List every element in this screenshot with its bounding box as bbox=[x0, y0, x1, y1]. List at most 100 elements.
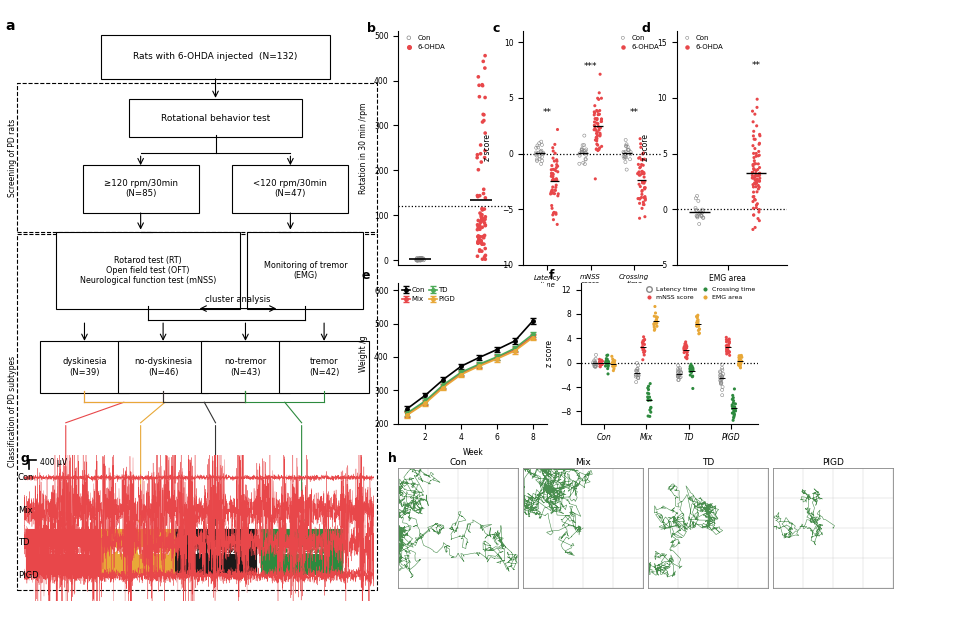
Point bbox=[474, 205, 490, 215]
Point bbox=[689, 312, 705, 321]
Point bbox=[600, 361, 615, 371]
Point bbox=[528, 148, 543, 158]
Point bbox=[590, 146, 606, 156]
Point bbox=[745, 168, 760, 178]
Point bbox=[726, 398, 741, 408]
Point bbox=[752, 169, 767, 179]
Point bbox=[677, 339, 692, 349]
Point bbox=[745, 106, 760, 116]
Point bbox=[589, 139, 605, 149]
Point bbox=[747, 109, 762, 119]
Point bbox=[546, 208, 562, 218]
Point bbox=[472, 245, 488, 255]
Point bbox=[598, 356, 613, 366]
Point bbox=[752, 176, 767, 186]
Point bbox=[632, 194, 647, 204]
Point bbox=[606, 366, 621, 376]
FancyBboxPatch shape bbox=[26, 529, 106, 574]
Point bbox=[470, 237, 486, 247]
Point bbox=[631, 194, 646, 204]
Point bbox=[751, 184, 766, 194]
Point bbox=[414, 254, 429, 264]
Point bbox=[620, 145, 636, 155]
Point bbox=[689, 211, 705, 221]
Point bbox=[576, 158, 591, 168]
Point bbox=[476, 239, 492, 249]
Point bbox=[680, 347, 695, 357]
Point bbox=[477, 214, 492, 224]
Point bbox=[588, 101, 603, 111]
Point bbox=[683, 361, 698, 371]
Point bbox=[600, 354, 615, 364]
Point bbox=[410, 255, 425, 265]
Point bbox=[746, 187, 761, 197]
Point bbox=[689, 211, 705, 221]
Point bbox=[474, 222, 490, 232]
Point bbox=[535, 156, 550, 166]
FancyBboxPatch shape bbox=[261, 529, 342, 574]
Point bbox=[473, 237, 489, 247]
Point bbox=[549, 174, 564, 184]
Point bbox=[690, 317, 706, 327]
Point bbox=[413, 255, 428, 265]
Point bbox=[642, 392, 658, 402]
Point bbox=[643, 403, 659, 413]
Point bbox=[532, 151, 547, 161]
Point bbox=[472, 221, 488, 231]
Point bbox=[746, 161, 761, 171]
Point bbox=[409, 255, 424, 265]
Point bbox=[637, 192, 653, 202]
Point bbox=[694, 208, 709, 218]
Point bbox=[473, 235, 489, 245]
Point bbox=[636, 339, 651, 349]
Point bbox=[636, 160, 651, 170]
Point bbox=[679, 348, 694, 358]
Legend: Con, 6-OHDA: Con, 6-OHDA bbox=[681, 35, 723, 50]
Point bbox=[618, 147, 634, 157]
Title: Mix: Mix bbox=[575, 458, 591, 467]
Point bbox=[679, 353, 694, 363]
Point bbox=[587, 110, 602, 120]
Point bbox=[685, 365, 701, 375]
Point bbox=[712, 373, 728, 383]
Point bbox=[472, 208, 488, 218]
Point bbox=[635, 189, 650, 199]
Point bbox=[750, 199, 765, 209]
Point bbox=[732, 356, 747, 366]
Point bbox=[746, 131, 761, 141]
Text: Mix (N=18): Mix (N=18) bbox=[39, 547, 92, 556]
Point bbox=[588, 358, 603, 368]
Point bbox=[545, 171, 561, 181]
Point bbox=[680, 354, 695, 364]
Point bbox=[470, 237, 486, 247]
Point bbox=[634, 143, 649, 153]
Point bbox=[715, 382, 731, 392]
Point bbox=[477, 244, 492, 254]
Point bbox=[588, 354, 603, 364]
Point bbox=[722, 350, 737, 360]
Point bbox=[750, 164, 765, 174]
Point bbox=[634, 193, 649, 202]
Point bbox=[678, 353, 693, 363]
Point bbox=[577, 131, 592, 141]
Point bbox=[732, 352, 748, 362]
Point bbox=[633, 134, 648, 144]
Point bbox=[673, 372, 688, 382]
Point bbox=[413, 254, 428, 264]
Point bbox=[593, 357, 609, 367]
Point bbox=[589, 127, 605, 137]
Point bbox=[732, 351, 747, 361]
Point bbox=[647, 324, 662, 334]
Point bbox=[543, 164, 559, 174]
Point bbox=[632, 167, 647, 177]
Point bbox=[477, 50, 492, 60]
Point bbox=[587, 356, 602, 366]
Point bbox=[592, 356, 608, 366]
Point bbox=[550, 125, 565, 135]
Point bbox=[628, 369, 643, 379]
Point bbox=[646, 319, 661, 329]
Text: Rotarod test (RT)
Open field test (OFT)
Neurological function test (mNSS): Rotarod test (RT) Open field test (OFT) … bbox=[80, 255, 216, 285]
Point bbox=[631, 373, 646, 383]
Point bbox=[636, 193, 652, 202]
Point bbox=[749, 200, 764, 210]
